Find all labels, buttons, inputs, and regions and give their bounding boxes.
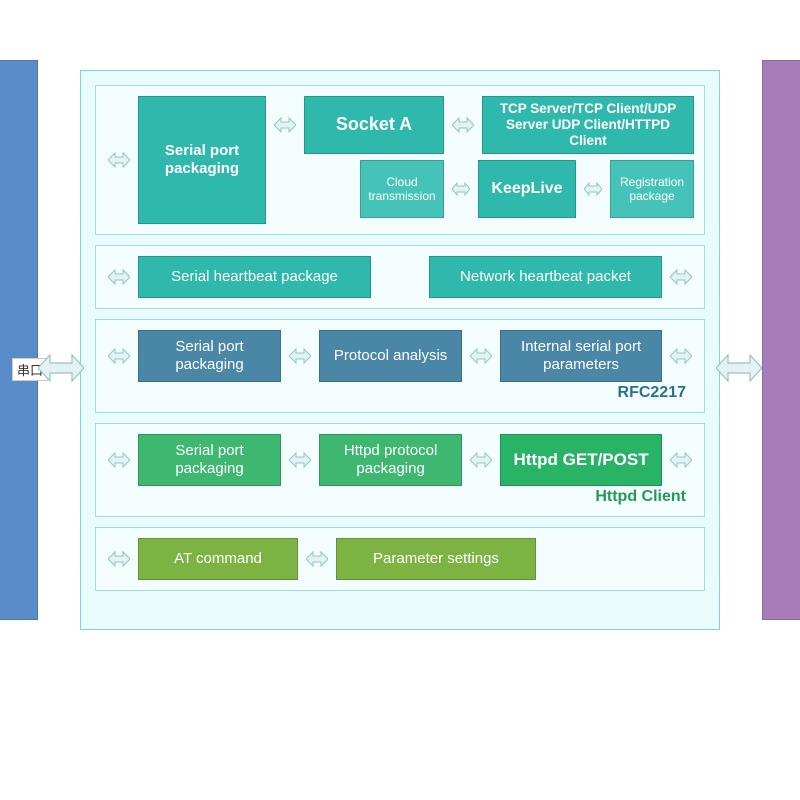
arrow-icon — [106, 256, 132, 298]
section-socket: Serial port packaging Socket A TCP Serve… — [95, 85, 705, 235]
diagram-canvas: 串口 Serial port packaging Socket A — [0, 0, 800, 800]
arrow-icon — [450, 160, 472, 218]
arrow-icon — [304, 538, 330, 580]
section-heartbeat: Serial heartbeat package Network heartbe… — [95, 245, 705, 309]
arrow-icon — [106, 538, 132, 580]
block-serial-port-packaging-rfc: Serial port packaging — [138, 330, 281, 382]
arrow-icon — [106, 151, 132, 169]
block-socket-a: Socket A — [304, 96, 444, 154]
arrow-icon — [106, 330, 132, 382]
arrow-icon — [668, 256, 694, 298]
block-at-command: AT command — [138, 538, 298, 580]
arrow-icon — [468, 330, 494, 382]
block-parameter-settings: Parameter settings — [336, 538, 536, 580]
left-terminal-panel — [0, 60, 38, 620]
arrow-icon — [106, 434, 132, 486]
block-httpd-protocol-packaging: Httpd protocol packaging — [319, 434, 462, 486]
block-keeplive: KeepLive — [478, 160, 576, 218]
right-terminal-panel — [762, 60, 800, 620]
block-network-heartbeat: Network heartbeat packet — [429, 256, 662, 298]
arrow-icon — [668, 434, 694, 486]
left-big-arrow — [38, 348, 84, 388]
arrow-icon — [450, 96, 476, 154]
arrow-icon — [287, 330, 313, 382]
section-httpd: Serial port packaging Httpd protocol pac… — [95, 423, 705, 517]
block-tcp-modes: TCP Server/TCP Client/UDP Server UDP Cli… — [482, 96, 694, 154]
arrow-icon — [668, 330, 694, 382]
arrow-icon — [582, 160, 604, 218]
block-registration-package: Registration package — [610, 160, 694, 218]
block-protocol-analysis: Protocol analysis — [319, 330, 462, 382]
arrow-icon — [287, 434, 313, 486]
right-big-arrow — [716, 348, 762, 388]
arrow-icon — [272, 116, 298, 134]
section-rfc2217: Serial port packaging Protocol analysis … — [95, 319, 705, 413]
center-panel: Serial port packaging Socket A TCP Serve… — [80, 70, 720, 630]
block-serial-heartbeat: Serial heartbeat package — [138, 256, 371, 298]
block-serial-port-packaging-httpd: Serial port packaging — [138, 434, 281, 486]
arrow-icon — [468, 434, 494, 486]
block-internal-serial-params: Internal serial port parameters — [500, 330, 662, 382]
label-rfc2217: RFC2217 — [106, 382, 694, 402]
section-at: AT command Parameter settings — [95, 527, 705, 591]
label-httpd-client: Httpd Client — [106, 486, 694, 506]
block-cloud-transmission: Cloud transmission — [360, 160, 444, 218]
block-serial-port-packaging: Serial port packaging — [138, 96, 266, 224]
block-httpd-get-post: Httpd GET/POST — [500, 434, 662, 486]
